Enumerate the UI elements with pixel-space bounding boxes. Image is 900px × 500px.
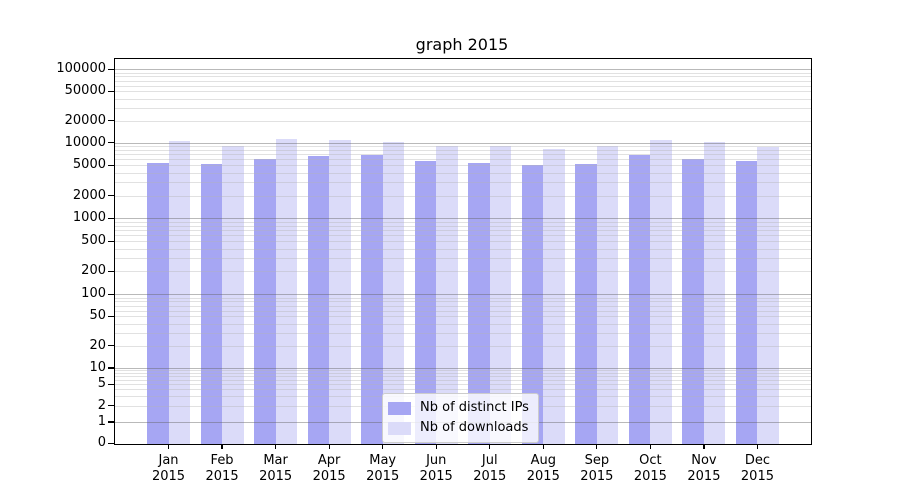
x-axis-month-label: Dec 2015 <box>740 453 774 484</box>
legend-label-downloads: Nb of downloads <box>420 420 529 435</box>
plot-area: 0 1 2 5 10 20 50 100 200 500 1000 2000 5000 10000 2000… <box>56 58 812 484</box>
x-axis-tick-mark <box>703 444 705 449</box>
x-axis-tick-mark <box>435 444 437 449</box>
y-axis-tick-label: 5 <box>97 376 106 392</box>
x-axis-month-label: Aug 2015 <box>526 453 560 484</box>
y-axis-tick-label: 1000 <box>72 210 106 226</box>
bar-downloads-jan <box>168 141 191 444</box>
chart-title: graph 2015 <box>415 35 509 54</box>
bar-downloads-dec <box>757 146 779 444</box>
bar-downloads-nov <box>703 142 726 444</box>
y-axis-tick-label: 10000 <box>64 134 106 150</box>
y-axis-tick-label: 0 <box>97 435 106 451</box>
bar-downloads-jul <box>489 146 512 444</box>
y-axis-tick-label: 50 <box>89 308 106 324</box>
bar-distinct-ips-mar <box>254 158 276 444</box>
x-axis-tick-mark <box>328 444 330 449</box>
x-axis-month-label: Jul 2015 <box>473 453 507 484</box>
x-axis-month-label: Sep 2015 <box>580 453 614 484</box>
bar-downloads-mar <box>275 139 298 444</box>
y-axis-tick-mark <box>108 383 115 385</box>
y-axis-tick-label: 2000 <box>72 187 106 203</box>
bar-distinct-ips-apr <box>307 155 330 444</box>
y-axis-tick-mark <box>108 240 115 242</box>
x-axis-month-label: Nov 2015 <box>687 453 721 484</box>
legend-swatch-downloads <box>388 421 411 435</box>
x-axis-month-label: Jan 2015 <box>151 453 186 484</box>
bar-distinct-ips-nov <box>682 158 704 444</box>
bar-distinct-ips-oct <box>628 155 651 444</box>
x-axis-tick-mark <box>649 444 651 449</box>
bar-downloads-apr <box>329 140 351 444</box>
bar-distinct-ips-jul <box>468 162 490 444</box>
y-axis-tick-label: 20 <box>89 337 106 353</box>
bar-distinct-ips-jun <box>414 161 437 444</box>
y-axis-tick-mark <box>108 217 115 219</box>
bar-distinct-ips-sep <box>575 164 597 444</box>
x-axis-month-label: Oct 2015 <box>633 453 667 484</box>
y-axis-tick-mark <box>108 194 115 197</box>
x-axis-tick-mark <box>167 444 170 449</box>
legend-item-downloads: Nb of downloads <box>388 420 529 436</box>
x-axis-tick-mark <box>756 444 759 449</box>
y-axis-tick-label: 100 <box>81 286 106 302</box>
y-axis-tick-label: 100000 <box>56 61 106 77</box>
y-axis-tick-mark <box>108 164 115 167</box>
x-axis-tick-mark <box>382 444 384 449</box>
y-axis-tick-mark <box>108 367 115 369</box>
y-axis-tick-mark <box>108 315 115 318</box>
x-axis-tick-mark <box>275 444 277 449</box>
legend-swatch-distinct-ips <box>388 401 411 415</box>
x-axis-month-label: Feb 2015 <box>205 453 239 484</box>
y-axis-tick-label: 5000 <box>72 157 106 173</box>
y-axis-tick-label: 1 <box>97 414 106 429</box>
bars-layer <box>115 59 811 444</box>
bar-downloads-jun <box>436 146 458 444</box>
x-axis-month-label: May 2015 <box>366 453 400 484</box>
y-axis-tick-mark <box>108 421 115 423</box>
x-axis-tick-mark <box>221 444 223 449</box>
bar-downloads-may <box>382 141 405 444</box>
y-axis-tick-mark <box>108 293 115 295</box>
y-axis-tick-mark <box>108 345 115 347</box>
y-axis-tick-mark <box>108 442 115 444</box>
x-axis-tick-mark <box>542 444 544 449</box>
y-axis-tick-mark <box>108 270 115 272</box>
x-axis-month-label: Mar 2015 <box>259 453 293 484</box>
bar-distinct-ips-dec <box>735 161 758 444</box>
x-axis-tick-mark <box>489 444 491 449</box>
y-axis-tick-label: 10 <box>89 360 106 375</box>
bar-downloads-feb <box>222 145 244 444</box>
bar-downloads-oct <box>650 140 672 444</box>
y-axis-tick-label: 2 <box>97 397 106 413</box>
y-axis-tick-mark <box>108 68 115 70</box>
bar-distinct-ips-may <box>361 154 383 444</box>
legend-item-distinct-ips: Nb of distinct IPs <box>388 400 529 416</box>
x-axis-month-label: Jun 2015 <box>419 453 453 484</box>
y-axis-tick-label: 20000 <box>64 112 106 128</box>
legend: Nb of distinct IPs Nb of downloads <box>382 393 539 443</box>
y-axis-tick-label: 500 <box>81 233 106 249</box>
bar-distinct-ips-jan <box>147 162 169 444</box>
y-axis-tick-mark <box>108 90 115 92</box>
y-axis-tick-mark <box>108 405 115 407</box>
bar-downloads-sep <box>596 146 619 444</box>
x-axis-month-label: Apr 2015 <box>312 453 346 484</box>
y-axis-tick-label: 50000 <box>64 83 106 99</box>
legend-label-distinct-ips: Nb of distinct IPs <box>420 400 529 415</box>
y-axis-tick-label: 200 <box>81 263 106 279</box>
bar-distinct-ips-feb <box>200 163 223 444</box>
x-axis-tick-mark <box>596 444 598 449</box>
bar-downloads-aug <box>543 148 565 444</box>
bar-distinct-ips-aug <box>521 165 544 444</box>
y-axis-tick-mark <box>108 120 115 122</box>
y-axis-tick-mark <box>108 142 115 144</box>
